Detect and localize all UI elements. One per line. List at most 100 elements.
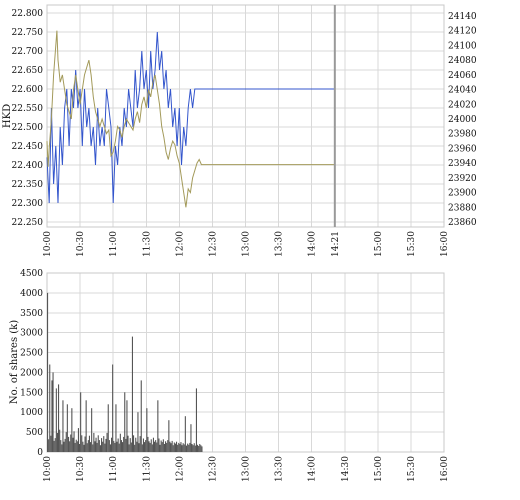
price-x-tick-label: 12:00	[175, 231, 185, 257]
volume-x-tick-label: 15:00	[374, 456, 384, 482]
price-left-tick-label: 22.550	[12, 104, 44, 114]
volume-bar	[59, 429, 61, 452]
volume-bar	[92, 444, 94, 452]
price-left-axis: 22.250 22.300 22.350 22.400 22.450 22.500 22.5…	[12, 9, 44, 228]
volume-bar	[128, 444, 130, 452]
volume-bar	[69, 441, 71, 452]
volume-bar	[195, 388, 197, 452]
volume-bar	[104, 443, 106, 452]
volume-bar	[49, 364, 51, 452]
volume-y-tick-label: 0	[37, 448, 43, 458]
price-left-tick-label: 22.250	[12, 218, 44, 228]
price-series-group	[46, 30, 335, 208]
volume-bar	[139, 436, 141, 452]
index-line-series	[46, 30, 335, 208]
volume-bar	[173, 442, 175, 452]
volume-y-tick-label: 4500	[20, 269, 43, 279]
volume-bar	[71, 408, 73, 452]
volume-bar	[180, 442, 182, 452]
price-left-tick-label: 22.350	[12, 180, 44, 190]
volume-bar	[103, 436, 105, 452]
volume-bar	[177, 444, 179, 452]
volume-bar	[47, 292, 49, 452]
volume-chart: 0 500 1000 1500 2000 2500 3000 3500 4000 4500 10:…	[9, 269, 450, 482]
price-right-tick-label: 23860	[448, 218, 477, 228]
volume-bar	[124, 392, 126, 452]
volume-bar	[96, 442, 98, 452]
price-x-tick-label: 14:21	[331, 231, 341, 257]
volume-bar	[108, 440, 110, 452]
volume-bar	[174, 443, 176, 452]
volume-y-tick-label: 1500	[20, 388, 43, 398]
volume-bar	[60, 440, 62, 452]
volume-bar	[184, 416, 186, 452]
price-x-tick-label: 15:30	[407, 231, 417, 257]
price-right-tick-label: 24100	[448, 41, 477, 51]
volume-bar	[113, 440, 115, 452]
price-x-tick-label: 11:00	[109, 231, 119, 257]
volume-bar	[134, 444, 136, 452]
volume-bar	[86, 443, 88, 452]
volume-bar	[147, 436, 149, 452]
volume-bar	[80, 392, 82, 452]
volume-bar	[194, 445, 196, 452]
price-right-tick-label: 23980	[448, 130, 477, 140]
volume-bar	[70, 434, 72, 452]
volume-bar	[166, 442, 168, 452]
volume-bar	[123, 436, 125, 452]
volume-bar	[169, 441, 171, 452]
volume-bars	[47, 292, 203, 452]
volume-bar	[182, 443, 184, 452]
price-right-tick-label: 24020	[448, 100, 477, 110]
volume-bar	[129, 438, 131, 452]
volume-bar	[172, 445, 174, 452]
volume-bar	[137, 412, 139, 452]
price-x-tick-label: 11:30	[142, 231, 152, 257]
price-left-tick-label: 22.700	[12, 47, 44, 57]
price-chart-grid	[47, 5, 444, 227]
volume-bar	[142, 438, 144, 452]
volume-bar	[75, 439, 77, 452]
volume-x-tick-label: 12:30	[208, 456, 218, 482]
volume-bar	[76, 441, 78, 452]
price-left-tick-label: 22.400	[12, 161, 44, 171]
price-right-tick-label: 23940	[448, 159, 477, 169]
price-x-tick-label: 14:00	[308, 231, 318, 257]
volume-bar	[51, 380, 53, 452]
volume-bar	[127, 435, 129, 452]
volume-y-axis: 0 500 1000 1500 2000 2500 3000 3500 4000 4500	[20, 269, 43, 458]
volume-bar	[68, 436, 70, 452]
price-left-tick-label: 22.300	[12, 199, 44, 209]
volume-bar	[116, 441, 118, 452]
volume-bar	[87, 440, 89, 452]
volume-bar	[93, 432, 95, 452]
volume-bar	[95, 437, 97, 452]
volume-bar	[74, 442, 76, 452]
volume-bar	[162, 439, 164, 452]
volume-y-tick-label: 2500	[20, 349, 43, 359]
volume-bar	[165, 441, 167, 452]
volume-bar	[185, 445, 187, 452]
volume-bar	[77, 428, 79, 452]
price-x-tick-label: 10:30	[76, 231, 86, 257]
volume-y-tick-label: 1000	[20, 408, 43, 418]
volume-bar	[62, 400, 64, 452]
volume-bar	[187, 443, 189, 452]
price-left-tick-label: 22.750	[12, 28, 44, 38]
volume-bar	[154, 441, 156, 452]
price-x-axis: 10:00 10:30 11:00 11:30 12:00 12:30 13:00 13:30…	[43, 231, 450, 257]
volume-bar	[125, 438, 127, 452]
price-right-axis: 23860 23880 23900 23920 23940 23960 23980 24000…	[448, 12, 477, 228]
volume-bar	[198, 446, 200, 452]
volume-bar	[146, 408, 148, 452]
volume-bar	[63, 441, 65, 452]
volume-bar	[200, 445, 202, 452]
price-right-tick-label: 23880	[448, 203, 477, 213]
volume-bar	[170, 443, 172, 452]
price-chart: 22.250 22.300 22.350 22.400 22.450 22.500 22.5…	[2, 4, 477, 257]
volume-x-tick-label: 12:00	[175, 456, 185, 482]
volume-bar	[179, 444, 181, 452]
volume-bar	[145, 440, 147, 452]
volume-bar	[109, 444, 111, 452]
volume-x-tick-label: 11:00	[109, 456, 119, 482]
